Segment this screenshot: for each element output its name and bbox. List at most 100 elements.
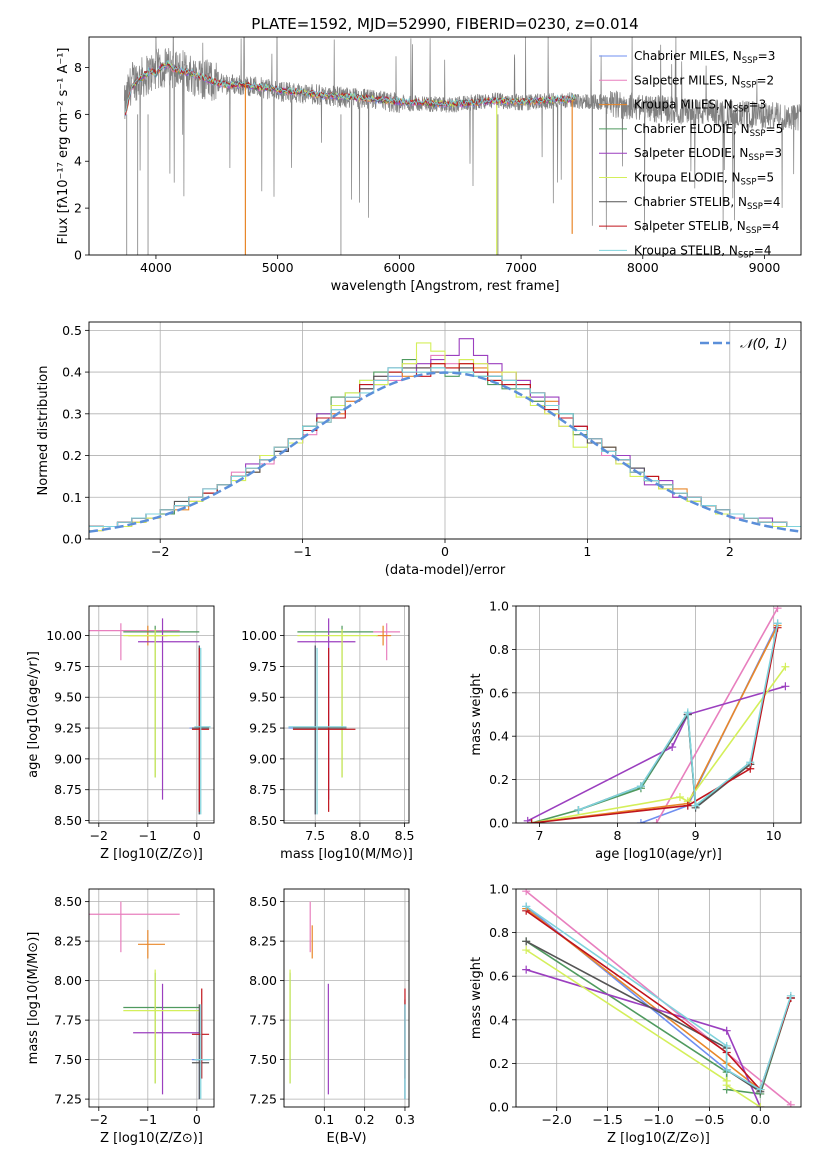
- y-tick-label: 8.25: [54, 934, 82, 949]
- point-marker: [683, 708, 692, 717]
- x-tick-label: −1.0: [643, 1112, 673, 1127]
- point-marker: [668, 743, 677, 752]
- point-marker: [786, 1100, 795, 1107]
- x-tick-label: 9000: [749, 260, 781, 275]
- point-marker: [636, 819, 645, 823]
- model-spectrum: [125, 63, 577, 116]
- y-tick-label: 0.3: [62, 406, 82, 421]
- y-tick-label: 0.6: [489, 685, 509, 700]
- x-tick-label: −2: [151, 544, 169, 559]
- y-tick-label: 0.5: [62, 323, 82, 338]
- plot-area: [89, 901, 211, 1100]
- y-tick-label: 0.1: [62, 490, 82, 505]
- y-tick-label: 8.50: [54, 813, 82, 828]
- y-tick-label: 10.00: [241, 628, 277, 643]
- x-tick-label: 7: [535, 828, 543, 843]
- y-tick-label: 7.50: [249, 1052, 277, 1067]
- x-tick-label: 8: [614, 828, 622, 843]
- x-tick-label: 7.5: [305, 828, 325, 843]
- point-marker: [781, 682, 790, 691]
- panel-age-vs-mass: 7.5 8.0 8.5 8.50 8.75 9.00 9.25 9.50 9.75 10.00 ma…: [241, 605, 415, 862]
- plot-area: [89, 338, 801, 533]
- x-axis-label: Z [log10(Z/Z⊙)]: [607, 1131, 710, 1146]
- y-axis-label: mass weight: [469, 673, 484, 755]
- legend-label: 𝒩(0, 1): [740, 337, 787, 352]
- weight-series-line: [578, 623, 779, 811]
- axes-frame: [88, 605, 215, 824]
- plot-area: [288, 618, 401, 815]
- axes-frame: [88, 321, 802, 540]
- point-marker: [773, 606, 782, 613]
- axes-frame: [515, 605, 802, 824]
- y-axis-label: Normed distribution: [36, 366, 51, 496]
- point-marker: [722, 1081, 731, 1090]
- panel-mass-vs-z: −2 −1 0 7.25 7.50 7.75 8.00 8.25 8.50 Z [log10(Z/…: [26, 888, 215, 1146]
- point-marker: [722, 1026, 731, 1035]
- axes-frame: [283, 888, 410, 1108]
- point-marker: [522, 937, 531, 946]
- y-tick-label: 9.75: [54, 659, 82, 674]
- x-tick-label: 1: [583, 544, 591, 559]
- point-marker: [522, 965, 531, 974]
- panel-residuals: −2 −1 0 1 2 0.0 0.1 0.2 0.3 0.4 0.5 (data-model)/er…: [36, 321, 802, 578]
- y-tick-label: 8.00: [249, 973, 277, 988]
- y-tick-label: 0.4: [62, 365, 82, 380]
- x-axis-label: Z [log10(Z/Z⊙)]: [100, 1131, 203, 1146]
- normal-reference-curve: [89, 371, 799, 533]
- point-marker: [522, 946, 531, 955]
- legend-label: Salpeter MILES, NSSP=2: [634, 73, 774, 90]
- y-tick-label: 0.2: [489, 772, 509, 787]
- y-tick-label: 0.0: [489, 816, 509, 831]
- x-axis-label: age [log10(age/yr)]: [595, 847, 722, 862]
- y-tick-label: 7.25: [54, 1092, 82, 1107]
- point-marker: [691, 801, 700, 810]
- plot-area: [89, 618, 211, 815]
- y-tick-label: 8: [74, 60, 82, 75]
- point-marker: [636, 782, 645, 791]
- y-tick-label: 9.25: [54, 721, 82, 736]
- x-tick-label: 8.0: [350, 828, 370, 843]
- y-tick-label: 8.75: [249, 782, 277, 797]
- y-tick-label: 9.50: [249, 690, 277, 705]
- x-axis-label: Z [log10(Z/Z⊙)]: [100, 847, 203, 862]
- x-tick-label: −1: [293, 544, 311, 559]
- x-tick-label: 0.3: [395, 1112, 415, 1127]
- y-tick-label: 9.00: [54, 751, 82, 766]
- y-tick-label: 1.0: [489, 599, 509, 614]
- x-tick-label: 5000: [262, 260, 294, 275]
- point-marker: [522, 902, 531, 911]
- model-spectrum: [125, 59, 577, 113]
- axes-frame: [515, 888, 802, 1108]
- y-axis-label: mass weight: [469, 957, 484, 1039]
- point-marker: [522, 889, 531, 896]
- x-tick-label: −2.0: [542, 1112, 572, 1127]
- x-tick-label: −0.5: [694, 1112, 724, 1127]
- point-marker: [722, 1041, 731, 1050]
- x-axis-label: (data-model)/error: [385, 563, 506, 578]
- y-tick-label: 8.50: [249, 813, 277, 828]
- point-marker: [746, 758, 755, 767]
- legend-label: Chabrier MILES, NSSP=3: [634, 49, 775, 66]
- x-tick-label: 4000: [140, 260, 172, 275]
- x-tick-label: 7000: [505, 260, 537, 275]
- legend-label: Chabrier ELODIE, NSSP=5: [634, 122, 783, 139]
- point-marker: [773, 619, 782, 628]
- x-tick-label: 0.2: [355, 1112, 375, 1127]
- y-tick-label: 9.00: [249, 751, 277, 766]
- x-tick-label: 8.5: [395, 828, 415, 843]
- point-marker: [652, 819, 661, 823]
- y-tick-label: 7.25: [249, 1092, 277, 1107]
- y-tick-label: 8.25: [249, 934, 277, 949]
- x-axis-label: wavelength [Angstrom, rest frame]: [331, 279, 560, 294]
- x-axis-label: E(B-V): [326, 1131, 366, 1146]
- y-tick-label: 0.6: [489, 969, 509, 984]
- y-tick-label: 9.75: [249, 659, 277, 674]
- y-tick-label: 0.4: [489, 729, 509, 744]
- legend-label: Salpeter ELODIE, NSSP=3: [634, 146, 782, 163]
- panel-spectrum: 4000 5000 6000 7000 8000 9000 0 2 4 6 8 wavelength …: [56, 36, 802, 294]
- y-tick-label: 7.50: [54, 1052, 82, 1067]
- y-tick-label: 7.75: [54, 1013, 82, 1028]
- y-tick-label: 4: [74, 154, 82, 169]
- y-tick-label: 0.2: [62, 448, 82, 463]
